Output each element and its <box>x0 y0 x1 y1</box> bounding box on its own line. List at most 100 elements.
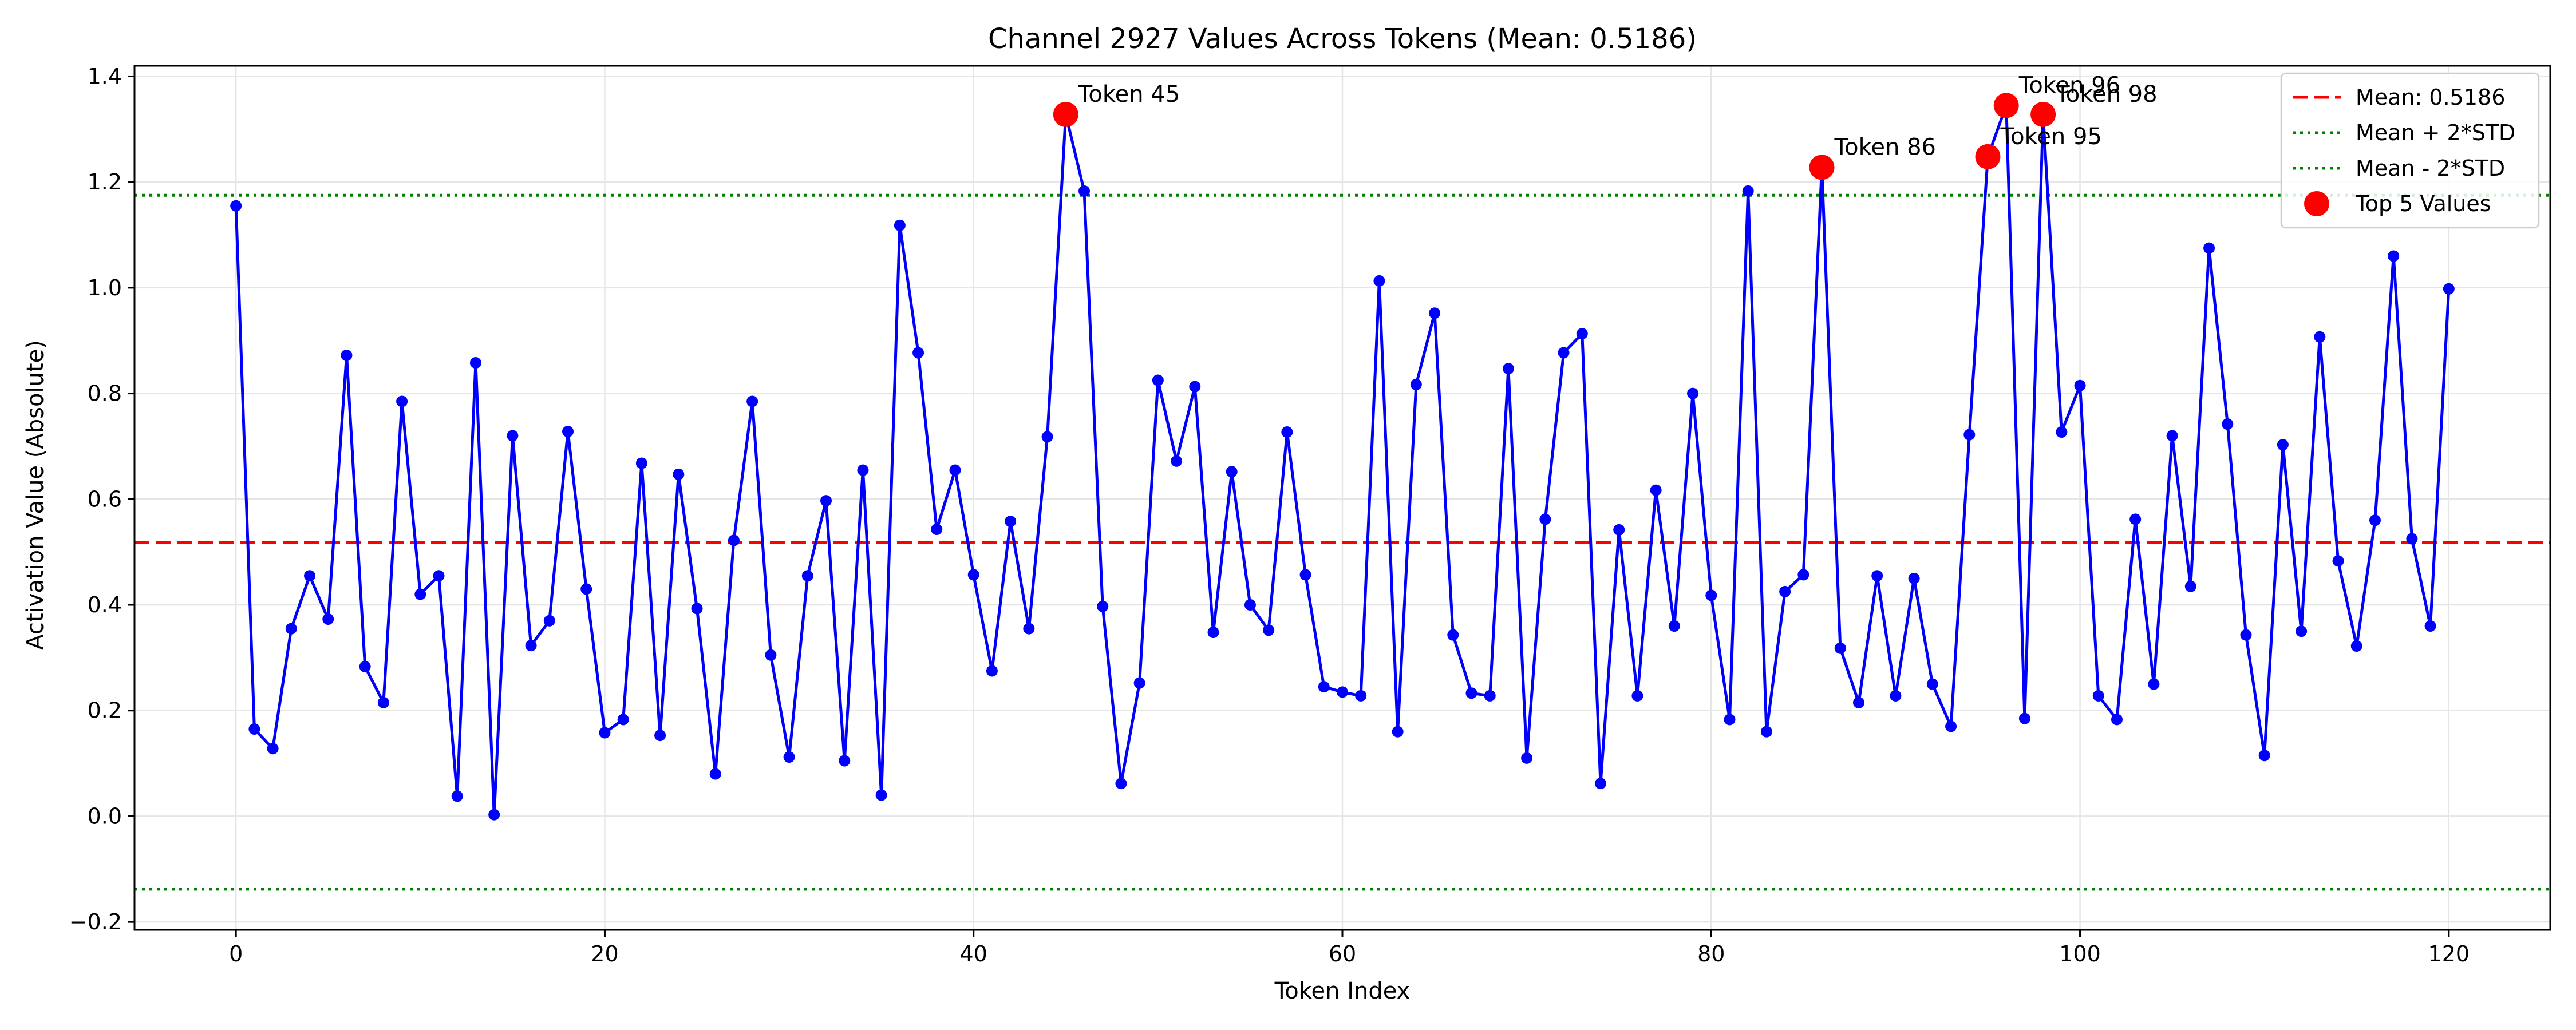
data-point <box>1908 572 1920 584</box>
x-tick-label: 120 <box>2428 941 2470 966</box>
data-point <box>1097 600 1109 612</box>
data-point <box>765 649 777 661</box>
data-point <box>728 534 740 546</box>
top-value-annotation: Token 95 <box>2000 124 2101 150</box>
data-point <box>285 623 297 635</box>
reference-lines <box>135 193 2550 891</box>
data-point <box>1299 569 1311 581</box>
legend-label: Mean - 2*STD <box>2356 156 2505 181</box>
data-point <box>2406 533 2418 545</box>
x-tick-label: 80 <box>1697 941 1725 966</box>
y-tick-label: −0.2 <box>69 909 122 934</box>
data-point <box>1724 714 1736 726</box>
data-point <box>2332 555 2344 567</box>
data-point <box>635 457 647 469</box>
data-point <box>839 755 851 767</box>
data-point <box>267 743 279 755</box>
data-point <box>1945 720 1957 732</box>
data-point <box>1133 677 1145 689</box>
data-point <box>1687 387 1699 399</box>
data-point <box>1852 696 1864 708</box>
data-point <box>1779 585 1791 597</box>
data-point <box>2092 690 2104 702</box>
data-point <box>617 714 629 726</box>
top-value-marker <box>1053 101 1078 127</box>
data-point <box>1318 681 1330 693</box>
data-point <box>525 640 537 652</box>
top-value-annotation: Token 45 <box>1078 81 1180 108</box>
data-point <box>248 723 260 735</box>
data-point <box>1797 569 1809 581</box>
data-point <box>931 523 943 535</box>
x-tick-label: 40 <box>960 941 987 966</box>
data-point <box>580 583 592 595</box>
grid-layer <box>135 66 2550 930</box>
data-point <box>1594 778 1606 790</box>
data-point <box>414 588 426 600</box>
data-point <box>691 603 703 615</box>
x-tick-label: 60 <box>1329 941 1356 966</box>
y-tick-label: 0.0 <box>88 803 122 829</box>
x-tick-label: 20 <box>591 941 618 966</box>
chart-title: Channel 2927 Values Across Tokens (Mean:… <box>988 23 1697 55</box>
data-point <box>1705 589 1717 601</box>
data-point <box>1115 778 1127 790</box>
y-tick-label: 1.4 <box>88 64 122 89</box>
y-axis-label: Activation Value (Absolute) <box>22 340 49 650</box>
axes-layer: 0 20 40 60 80 100 120 −0.2 0.0 0.2 0.4 0.6 0.8 1.0 1.2… <box>69 64 2551 966</box>
data-point <box>507 430 519 442</box>
data-point <box>2369 514 2381 526</box>
data-point <box>1429 307 1441 319</box>
data-point <box>1465 687 1477 699</box>
legend-label: Mean + 2*STD <box>2356 120 2515 145</box>
legend-label: Top 5 Values <box>2355 191 2491 216</box>
data-point <box>2203 242 2215 254</box>
data-point <box>230 200 242 212</box>
data-point <box>2111 714 2123 726</box>
x-tick-label: 0 <box>229 941 243 966</box>
data-point <box>1742 185 1754 197</box>
data-point <box>1189 381 1201 393</box>
data-point <box>2166 430 2178 442</box>
data-point <box>967 569 979 581</box>
data-point <box>2222 418 2234 430</box>
data-point <box>654 730 666 742</box>
data-point <box>1392 726 1404 738</box>
data-point <box>1410 378 1422 390</box>
top-value-marker <box>1993 93 2019 118</box>
data-point <box>1281 426 1293 438</box>
data-point <box>2296 625 2308 637</box>
data-point <box>1631 690 1643 702</box>
data-point <box>1650 484 1662 496</box>
top-value-marker <box>1975 144 2001 169</box>
data-point <box>2018 712 2030 724</box>
data-point <box>673 468 685 480</box>
data-point <box>1152 374 1164 386</box>
data-point <box>1760 726 1772 738</box>
data-point <box>377 696 389 708</box>
data-point <box>709 768 721 780</box>
data-point <box>1005 516 1017 528</box>
top-value-marker <box>2030 101 2056 127</box>
data-point <box>1023 623 1035 635</box>
y-tick-label: 0.2 <box>88 698 122 723</box>
data-point <box>1502 363 1514 375</box>
data-point <box>1558 347 1570 359</box>
data-point <box>1226 466 1238 478</box>
data-point <box>2129 513 2142 525</box>
y-tick-label: 0.6 <box>88 486 122 512</box>
data-point <box>2240 629 2252 641</box>
data-point <box>2277 439 2289 451</box>
y-tick-label: 0.8 <box>88 381 122 406</box>
top-value-annotation: Token 98 <box>2055 81 2157 108</box>
data-point <box>322 613 334 625</box>
data-point <box>1963 429 1976 441</box>
data-point <box>1244 599 1256 611</box>
data-point <box>1539 513 1551 525</box>
data-point <box>451 790 463 802</box>
legend-label: Mean: 0.5186 <box>2356 85 2505 110</box>
data-point <box>1447 629 1459 641</box>
data-point <box>304 570 316 582</box>
data-point <box>783 751 795 763</box>
